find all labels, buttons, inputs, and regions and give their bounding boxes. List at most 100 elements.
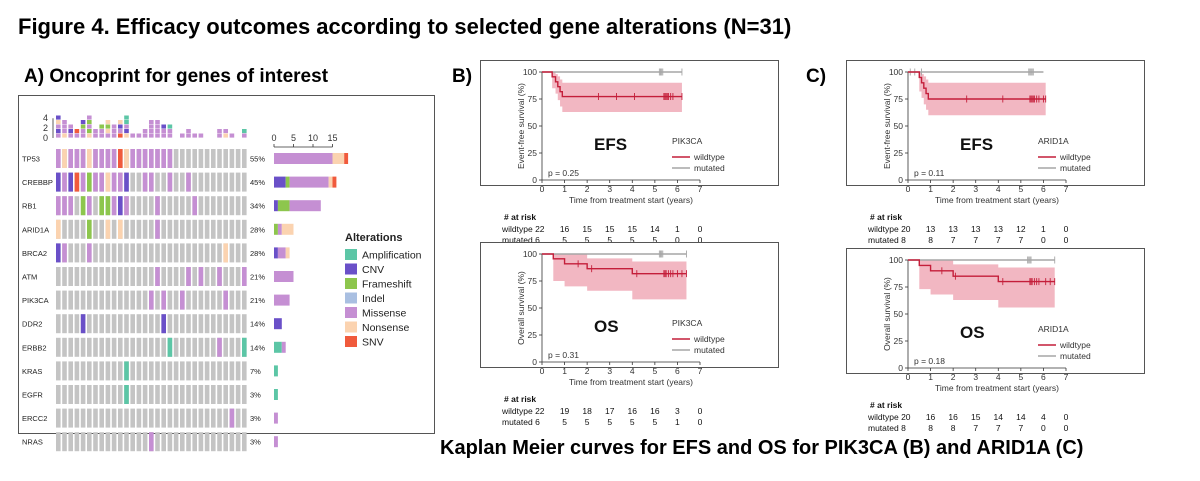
oncoprint-cell-bg bbox=[198, 219, 204, 239]
legend-label: Indel bbox=[362, 293, 385, 305]
oncoprint-cell-cnv bbox=[80, 314, 86, 334]
oncoprint-cell-nonsense bbox=[223, 243, 228, 263]
gene-count-bar-segment bbox=[274, 389, 278, 400]
oncoprint-cell-bg bbox=[62, 267, 67, 286]
oncoprint-cell-bg bbox=[229, 267, 235, 286]
top-count-bar-segment bbox=[118, 120, 123, 125]
oncoprint-cell-bg bbox=[242, 243, 247, 263]
top-count-bar-segment bbox=[161, 124, 166, 129]
oncoprint-cell-bg bbox=[130, 337, 135, 357]
panel-b-label: B) bbox=[452, 66, 473, 87]
oncoprint-cell-missense bbox=[111, 196, 117, 216]
y-axis-label: Overall survival (%) bbox=[882, 277, 892, 351]
oncoprint-cell-frameshift bbox=[105, 196, 111, 216]
oncoprint-cell-bg bbox=[161, 196, 166, 216]
oncoprint-cell-bg bbox=[186, 408, 191, 428]
top-count-bar-segment bbox=[142, 133, 148, 138]
x-axis-label: Time from treatment start (years) bbox=[569, 195, 693, 205]
oncoprint-cell-nonsense bbox=[62, 149, 67, 168]
oncoprint-cell-bg bbox=[136, 196, 142, 216]
x-axis-label: Time from treatment start (years) bbox=[935, 195, 1059, 205]
oncoprint-cell-bg bbox=[62, 314, 67, 334]
oncoprint-cell-bg bbox=[105, 385, 111, 404]
oncoprint-cell-bg bbox=[130, 432, 135, 452]
risk-cell: 0 bbox=[1064, 224, 1069, 234]
risk-cell: 1 bbox=[675, 224, 680, 234]
oncoprint-cell-bg bbox=[62, 361, 67, 381]
y-tick-label: 25 bbox=[894, 336, 904, 346]
top-count-bar-segment bbox=[105, 120, 111, 125]
oncoprint-cell-bg bbox=[118, 314, 123, 334]
legend-gene-title: PIK3CA bbox=[672, 136, 703, 146]
oncoprint-cell-bg bbox=[186, 149, 191, 168]
x-tick-label: 0 bbox=[906, 372, 911, 382]
top-count-bar-segment bbox=[87, 124, 92, 129]
oncoprint-cell-bg bbox=[99, 267, 104, 286]
oncoprint-cell-missense bbox=[149, 290, 154, 310]
top-count-bar-segment bbox=[124, 133, 129, 138]
endpoint-title: EFS bbox=[594, 135, 627, 154]
oncoprint-cell-bg bbox=[173, 337, 179, 357]
oncoprint-cell-amplification bbox=[242, 337, 247, 357]
oncoprint-cell-bg bbox=[217, 290, 222, 310]
oncoprint-cell-missense bbox=[142, 172, 148, 192]
oncoprint-cell-bg bbox=[242, 290, 247, 310]
oncoprint-cell-missense bbox=[242, 267, 247, 286]
x-tick-label: 3 bbox=[607, 184, 612, 194]
oncoprint-cell-bg bbox=[173, 408, 179, 428]
oncoprint-cell-missense bbox=[155, 196, 160, 216]
x-tick-label: 4 bbox=[996, 372, 1001, 382]
top-count-bar-segment bbox=[180, 133, 185, 138]
oncoprint-cell-bg bbox=[142, 219, 148, 239]
top-count-bar-segment bbox=[161, 133, 166, 138]
oncoprint-cell-bg bbox=[180, 243, 185, 263]
oncoprint-cell-bg bbox=[217, 408, 222, 428]
y-tick-label: 25 bbox=[894, 148, 904, 158]
risk-cell: 19 bbox=[560, 406, 570, 416]
oncoprint-cell-missense bbox=[149, 432, 154, 452]
top-count-bar-segment bbox=[93, 129, 98, 134]
risk-cell: 0 bbox=[1041, 235, 1046, 245]
oncoprint-cell-bg bbox=[136, 385, 142, 404]
oncoprint-cell-bg bbox=[198, 408, 204, 428]
oncoprint-cell-bg bbox=[74, 408, 80, 428]
top-count-bar-segment bbox=[242, 133, 247, 138]
oncoprint-cell-bg bbox=[217, 432, 222, 452]
oncoprint-cell-bg bbox=[173, 385, 179, 404]
gene-count-bar-segment bbox=[285, 176, 290, 188]
gene-percent-label: 55% bbox=[250, 155, 265, 164]
oncoprint-cell-bg bbox=[223, 361, 228, 381]
oncoprint-cell-bg bbox=[192, 337, 197, 357]
oncoprint-cell-bg bbox=[180, 337, 185, 357]
oncoprint-cell-bg bbox=[217, 361, 222, 381]
y-axis-label: Event-free survival (%) bbox=[882, 83, 892, 169]
gene-label: PIK3CA bbox=[22, 296, 49, 305]
top-count-bar-segment bbox=[217, 129, 222, 134]
oncoprint-cell-bg bbox=[93, 196, 98, 216]
oncoprint-cell-bg bbox=[242, 219, 247, 239]
wildtype-survival-line bbox=[542, 253, 687, 275]
oncoprint-cell-missense bbox=[186, 267, 191, 286]
y-tick-label: 25 bbox=[528, 330, 538, 340]
oncoprint-cell-missense bbox=[68, 196, 73, 216]
risk-cell: 5 bbox=[607, 235, 612, 245]
oncoprint-cell-bg bbox=[211, 432, 216, 452]
oncoprint-cell-bg bbox=[242, 196, 247, 216]
oncoprint-cell-missense bbox=[167, 172, 173, 192]
risk-cell: 7 bbox=[973, 423, 978, 433]
oncoprint-cell-bg bbox=[217, 149, 222, 168]
gene-count-bar-segment bbox=[274, 176, 286, 188]
oncoprint-cell-bg bbox=[68, 243, 73, 263]
oncoprint-cell-bg bbox=[136, 337, 142, 357]
oncoprint-cell-bg bbox=[87, 432, 92, 452]
oncoprint-cell-missense bbox=[99, 172, 104, 192]
oncoprint-cell-bg bbox=[149, 267, 154, 286]
oncoprint-cell-missense bbox=[149, 149, 154, 168]
oncoprint-cell-missense bbox=[217, 267, 222, 286]
risk-cell: 4 bbox=[1041, 412, 1046, 422]
oncoprint-cell-bg bbox=[173, 432, 179, 452]
oncoprint-cell-bg bbox=[173, 196, 179, 216]
oncoprint-cell-bg bbox=[74, 314, 80, 334]
top-count-bar-segment bbox=[167, 129, 173, 134]
x-tick-label: 2 bbox=[585, 366, 590, 376]
